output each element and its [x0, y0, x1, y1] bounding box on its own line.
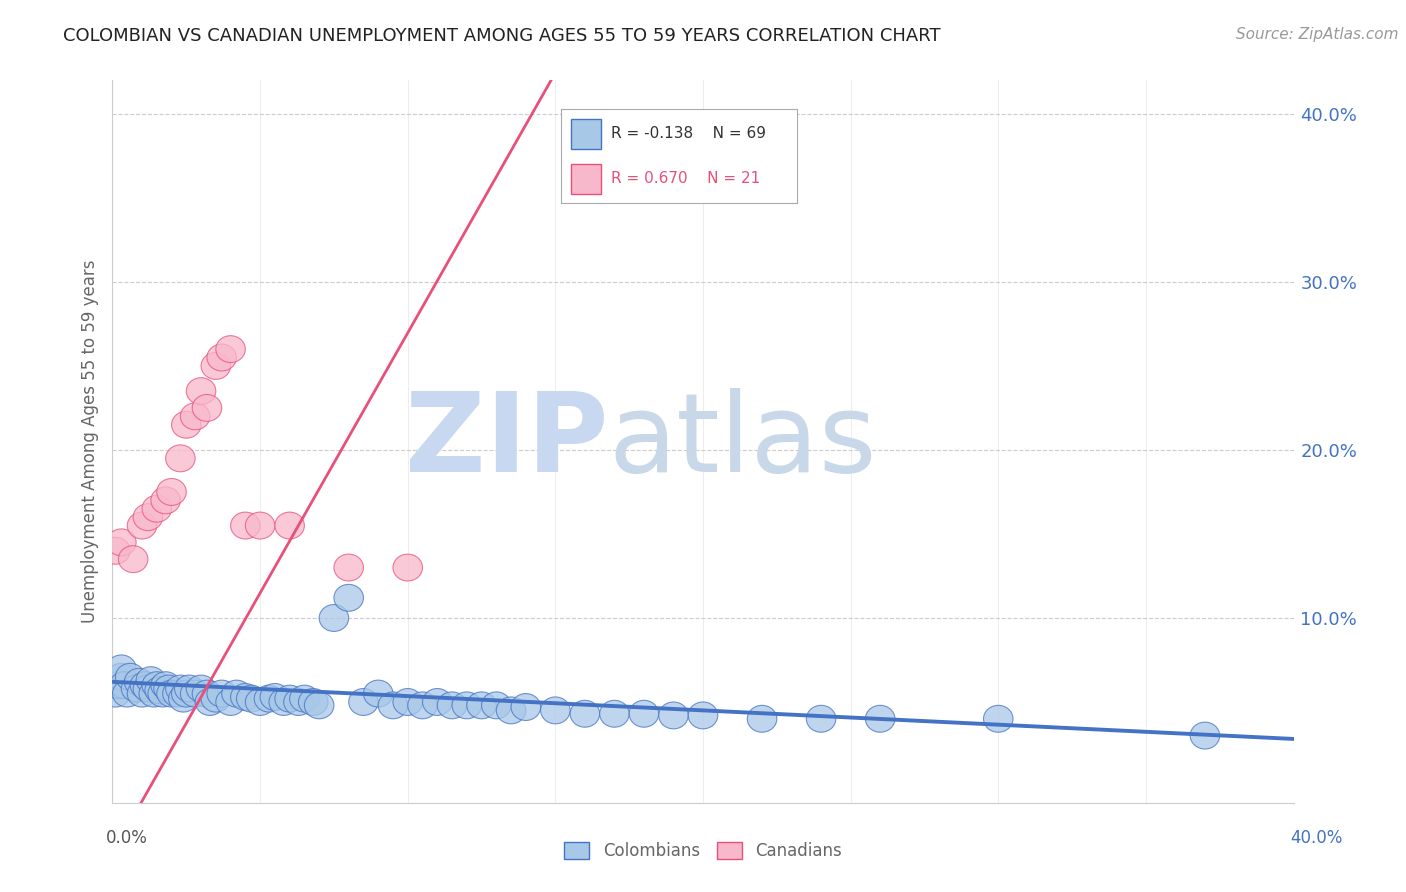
Y-axis label: Unemployment Among Ages 55 to 59 years: Unemployment Among Ages 55 to 59 years: [80, 260, 98, 624]
Ellipse shape: [335, 554, 363, 581]
Ellipse shape: [453, 692, 481, 719]
Ellipse shape: [236, 685, 266, 712]
Ellipse shape: [195, 689, 225, 715]
Ellipse shape: [394, 689, 422, 715]
Ellipse shape: [319, 605, 349, 632]
Ellipse shape: [254, 685, 284, 712]
Ellipse shape: [231, 683, 260, 710]
Ellipse shape: [467, 692, 496, 719]
Text: atlas: atlas: [609, 388, 877, 495]
Ellipse shape: [136, 666, 166, 694]
Ellipse shape: [630, 700, 658, 727]
Ellipse shape: [290, 685, 319, 712]
Ellipse shape: [599, 700, 630, 727]
Ellipse shape: [193, 680, 222, 707]
Ellipse shape: [748, 706, 778, 732]
Ellipse shape: [335, 584, 363, 611]
Ellipse shape: [806, 706, 835, 732]
Ellipse shape: [107, 529, 136, 556]
Ellipse shape: [512, 694, 541, 721]
Ellipse shape: [139, 680, 169, 707]
Ellipse shape: [540, 697, 571, 723]
Text: COLOMBIAN VS CANADIAN UNEMPLOYMENT AMONG AGES 55 TO 59 YEARS CORRELATION CHART: COLOMBIAN VS CANADIAN UNEMPLOYMENT AMONG…: [63, 27, 941, 45]
Ellipse shape: [174, 675, 204, 702]
Ellipse shape: [172, 680, 201, 707]
Ellipse shape: [217, 689, 246, 715]
Ellipse shape: [394, 554, 422, 581]
Ellipse shape: [983, 706, 1012, 732]
Ellipse shape: [101, 537, 131, 565]
Ellipse shape: [166, 675, 195, 702]
Ellipse shape: [437, 692, 467, 719]
Ellipse shape: [423, 689, 453, 715]
Ellipse shape: [496, 697, 526, 723]
Ellipse shape: [121, 675, 150, 702]
Ellipse shape: [276, 512, 304, 539]
Ellipse shape: [107, 664, 136, 690]
Ellipse shape: [157, 478, 186, 506]
Ellipse shape: [148, 680, 177, 707]
Ellipse shape: [186, 675, 217, 702]
Ellipse shape: [201, 685, 231, 712]
Text: 0.0%: 0.0%: [105, 829, 148, 847]
Ellipse shape: [298, 689, 328, 715]
Ellipse shape: [408, 692, 437, 719]
Ellipse shape: [246, 512, 276, 539]
Ellipse shape: [193, 394, 222, 421]
Ellipse shape: [104, 672, 134, 698]
Text: ZIP: ZIP: [405, 388, 609, 495]
Legend: Colombians, Canadians: Colombians, Canadians: [558, 835, 848, 867]
Ellipse shape: [127, 680, 157, 707]
Ellipse shape: [284, 689, 314, 715]
Ellipse shape: [180, 680, 209, 707]
Ellipse shape: [150, 487, 180, 514]
Ellipse shape: [142, 672, 172, 698]
Ellipse shape: [153, 675, 183, 702]
Ellipse shape: [124, 668, 153, 695]
Text: 40.0%: 40.0%: [1291, 829, 1343, 847]
Ellipse shape: [142, 495, 172, 522]
Ellipse shape: [260, 683, 290, 710]
Ellipse shape: [101, 680, 131, 707]
Ellipse shape: [157, 680, 186, 707]
Ellipse shape: [112, 680, 142, 707]
Ellipse shape: [482, 692, 512, 719]
Ellipse shape: [207, 680, 236, 707]
Ellipse shape: [201, 352, 231, 379]
Ellipse shape: [172, 411, 201, 438]
Ellipse shape: [1191, 723, 1219, 749]
Ellipse shape: [150, 672, 180, 698]
Ellipse shape: [115, 664, 145, 690]
Ellipse shape: [186, 377, 217, 405]
Ellipse shape: [207, 344, 236, 371]
Ellipse shape: [163, 680, 193, 707]
Ellipse shape: [349, 689, 378, 715]
Ellipse shape: [134, 504, 163, 531]
Text: Source: ZipAtlas.com: Source: ZipAtlas.com: [1236, 27, 1399, 42]
Ellipse shape: [127, 512, 157, 539]
Ellipse shape: [276, 685, 304, 712]
Ellipse shape: [246, 689, 276, 715]
Ellipse shape: [134, 675, 163, 702]
Ellipse shape: [305, 692, 335, 719]
Ellipse shape: [217, 335, 246, 362]
Ellipse shape: [378, 692, 408, 719]
Ellipse shape: [569, 700, 599, 727]
Ellipse shape: [658, 702, 689, 729]
Ellipse shape: [269, 689, 298, 715]
Ellipse shape: [131, 672, 160, 698]
Ellipse shape: [169, 685, 198, 712]
Ellipse shape: [866, 706, 896, 732]
Ellipse shape: [166, 445, 195, 472]
Ellipse shape: [363, 680, 392, 707]
Ellipse shape: [689, 702, 718, 729]
Ellipse shape: [107, 655, 136, 681]
Ellipse shape: [222, 680, 252, 707]
Ellipse shape: [110, 672, 139, 698]
Ellipse shape: [180, 403, 209, 430]
Ellipse shape: [231, 512, 260, 539]
Ellipse shape: [145, 677, 174, 704]
Ellipse shape: [118, 546, 148, 573]
